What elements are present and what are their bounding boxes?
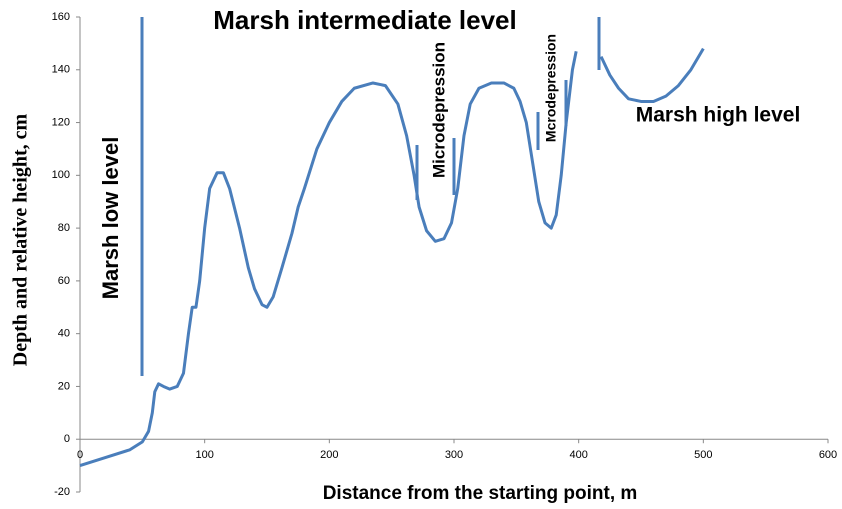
y-tick-label: 160 [52,11,70,23]
y-tick-label: 40 [58,328,70,340]
x-tick-label: 300 [445,449,463,461]
divider-lines [142,17,599,376]
annotation: Marsh low level [98,137,123,300]
y-axis-title: Depth and relative height, cm [10,113,32,366]
data-line [601,49,703,102]
y-tick-label: -20 [54,486,70,498]
y-tick-label: 100 [52,169,70,181]
y-tick-label: 120 [52,116,70,128]
y-tick-label: 0 [64,433,70,445]
x-axis-title: Distance from the starting point, m [323,483,638,504]
y-tick-label: 140 [52,64,70,76]
annotation: Marsh high level [636,104,801,127]
x-tick-label: 100 [195,449,213,461]
x-tick-label: 600 [819,449,837,461]
y-tick-label: 60 [58,275,70,287]
annotation: Mcrodepression [543,34,559,142]
x-tick-label: 0 [77,449,83,461]
data-line [80,51,576,465]
y-tick-label: 20 [58,380,70,392]
x-tick-label: 400 [569,449,587,461]
chart: Depth and relative height, cm Distance f… [0,0,842,509]
annotation: Microdepression [429,42,448,178]
x-tick-label: 500 [694,449,712,461]
y-tick-label: 80 [58,222,70,234]
x-tick-label: 200 [320,449,338,461]
annotation: Marsh intermediate level [213,5,516,35]
